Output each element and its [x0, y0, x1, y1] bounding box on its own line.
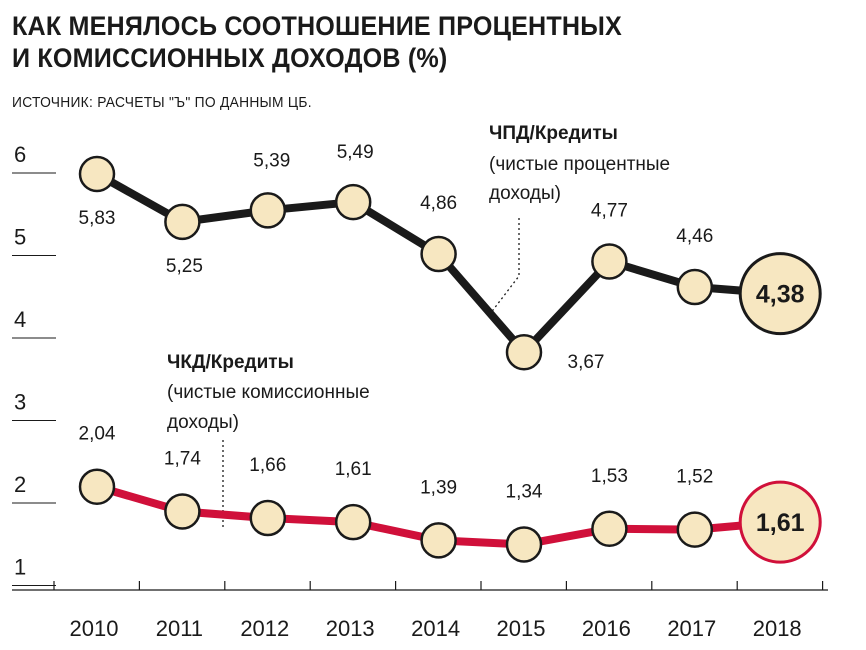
series-1-point [738, 252, 822, 336]
series-1-value-label: 3,67 [568, 352, 605, 373]
series-1-point [676, 268, 714, 306]
series-2-point [676, 511, 714, 548]
x-tick-label: 2013 [326, 616, 375, 641]
series-2-value-label: 1,66 [249, 455, 286, 476]
series-2-point [738, 480, 822, 564]
series-1-point [249, 192, 287, 229]
y-tick-label: 1 [14, 555, 26, 580]
series-2-value-label: 1,39 [420, 477, 457, 498]
series-2-point [78, 468, 116, 505]
series-2-value-label: 1,61 [335, 459, 372, 480]
x-tick-label: 2011 [156, 616, 203, 641]
series-2-point [591, 510, 628, 548]
series-2-value-label: 1,34 [506, 481, 543, 502]
series-1-point [420, 235, 457, 273]
x-tick-label: 2010 [70, 616, 119, 641]
series-2-point [164, 493, 201, 530]
series-1-value-label: 5,49 [337, 142, 374, 163]
series-2-point [505, 526, 543, 563]
chart-title-line-2: И КОМИССИОННЫХ ДОХОДОВ (%) [12, 43, 448, 73]
y-tick-label: 3 [14, 390, 26, 415]
series-1-value-label: 5,83 [79, 208, 116, 229]
series-1-point [78, 155, 116, 193]
source-note: ИСТОЧНИК: РАСЧЕТЫ "Ъ" ПО ДАННЫМ ЦБ. [12, 94, 312, 111]
series-2-value-label: 1,52 [676, 467, 713, 488]
series-1-value-label: 4,77 [591, 200, 628, 221]
series-1-point [505, 333, 543, 371]
commission-annotation-line-2: доходы) [167, 412, 239, 433]
series-2-value-label: 1,53 [591, 466, 628, 487]
series-1-value-label: 4,38 [756, 281, 805, 309]
x-tick-label: 2015 [497, 616, 546, 641]
series-1-point [334, 183, 372, 221]
series-1-point [591, 243, 628, 280]
interest-annotation-leader [489, 218, 520, 315]
series-1-value-label: 4,46 [676, 226, 713, 247]
series-2-value-label: 2,04 [79, 424, 116, 445]
x-tick-label: 2012 [240, 616, 289, 641]
x-tick-label: 2014 [411, 616, 460, 641]
series-1-point [164, 203, 201, 241]
series-2-value-label: 1,74 [164, 448, 201, 469]
y-tick-label: 5 [14, 225, 26, 250]
commission-annotation-title: ЧКД/Кредиты [167, 352, 294, 373]
interest-annotation-line-1: (чистые процентные [489, 154, 670, 175]
series-2-point [420, 522, 457, 559]
chart-title: КАК МЕНЯЛОСЬ СООТНОШЕНИЕ ПРОЦЕНТНЫХ И КО… [12, 10, 622, 74]
y-tick-label: 4 [14, 307, 26, 332]
y-tick-label: 6 [14, 142, 26, 167]
series-2-value-label: 1,61 [756, 509, 805, 537]
x-tick-label: 2016 [582, 616, 631, 641]
y-tick-label: 2 [14, 472, 26, 497]
series-2-point [334, 503, 372, 541]
commission-annotation-line-1: (чистые комиссионные [167, 382, 370, 403]
series-1-value-label: 4,86 [420, 193, 457, 214]
interest-annotation-title: ЧПД/Кредиты [489, 123, 618, 144]
x-tick-label: 2018 [753, 616, 802, 641]
series-2-point [249, 499, 287, 537]
series-1-value-label: 5,39 [253, 150, 290, 171]
series-1-value-label: 5,25 [166, 256, 203, 277]
x-tick-label: 2017 [667, 616, 716, 641]
interest-annotation-line-2: доходы) [489, 183, 561, 204]
chart-title-line-1: КАК МЕНЯЛОСЬ СООТНОШЕНИЕ ПРОЦЕНТНЫХ [12, 11, 622, 41]
